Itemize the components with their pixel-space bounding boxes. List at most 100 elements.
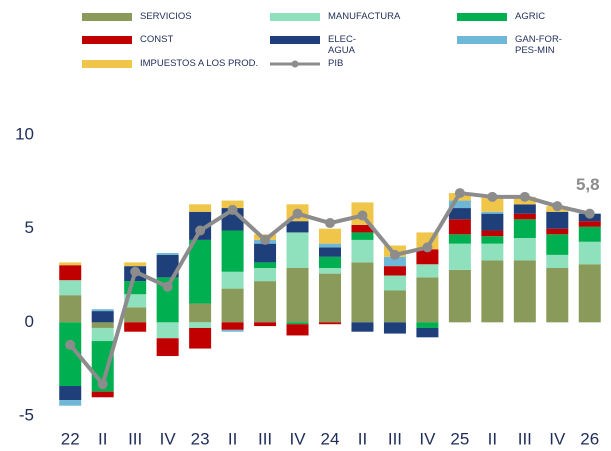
x-tick-label: 22 xyxy=(61,429,80,448)
pib-point xyxy=(195,225,206,236)
y-tick-label: 10 xyxy=(15,124,34,143)
bar-segment xyxy=(513,219,536,239)
bar-segment xyxy=(416,327,439,338)
bar-segment xyxy=(351,224,374,233)
bar-segment xyxy=(351,232,374,240)
bar-segment xyxy=(481,211,504,214)
bar-segment xyxy=(546,268,569,323)
bar-segment xyxy=(156,322,179,339)
bar-segment xyxy=(383,266,406,276)
x-tick-label: 24 xyxy=(321,429,340,448)
legend-label: CONST xyxy=(140,34,174,45)
bar-segment xyxy=(156,338,179,357)
bar-segment xyxy=(578,241,601,265)
x-tick-label: II xyxy=(358,429,367,448)
bar-segment xyxy=(91,309,114,312)
bar-segment xyxy=(221,329,244,332)
legend-swatch xyxy=(82,36,132,44)
pib-point xyxy=(357,210,368,221)
pib-point xyxy=(97,379,108,390)
bar-segment xyxy=(221,200,244,209)
bar-segment xyxy=(383,322,406,334)
legend-label: MANUFACTURA xyxy=(328,11,401,22)
bar-segment xyxy=(416,322,439,328)
bar-segment xyxy=(351,262,374,323)
bar-segment xyxy=(319,243,341,248)
pib-point xyxy=(552,201,563,212)
pib-point xyxy=(584,208,595,219)
bar-segment xyxy=(448,219,471,235)
bar-segment xyxy=(481,230,504,237)
bar-segment xyxy=(189,322,212,328)
pib-point xyxy=(65,339,76,350)
bar-segment xyxy=(578,221,601,227)
legend-label: ELEC- AGUA xyxy=(328,34,356,56)
bar-segment xyxy=(286,268,309,323)
x-tick-label: II xyxy=(98,429,107,448)
legend-label: AGRIC xyxy=(515,11,546,22)
pib-point xyxy=(422,242,433,253)
bar-segment xyxy=(254,322,277,327)
bar-segment xyxy=(254,243,277,263)
bar-segment xyxy=(286,221,309,233)
bar-segment xyxy=(319,273,341,323)
pib-point xyxy=(389,249,400,260)
bar-segment xyxy=(319,247,341,257)
x-tick-label: III xyxy=(518,429,532,448)
bar-segment xyxy=(546,211,569,229)
bar-segment xyxy=(254,262,277,269)
bar-segment xyxy=(59,322,82,387)
bar-segment xyxy=(546,228,569,235)
bar-segment xyxy=(578,264,601,323)
bar-segment xyxy=(221,288,244,323)
bar-segment xyxy=(481,213,504,231)
bar-segment xyxy=(319,228,341,244)
bar-segment xyxy=(448,243,471,270)
bar-segment xyxy=(448,234,471,244)
data-label: 5,8 xyxy=(576,175,600,194)
bar-segment xyxy=(221,322,244,330)
legend-label: GAN-FOR- PES-MIN xyxy=(515,34,562,56)
x-tick-label: III xyxy=(388,429,402,448)
bar-segment xyxy=(286,322,309,325)
bar-segment xyxy=(91,322,114,328)
bar-segment xyxy=(481,260,504,323)
pib-point xyxy=(325,218,335,229)
bar-segment xyxy=(189,303,212,323)
x-tick-label: II xyxy=(488,429,497,448)
bar-segment xyxy=(481,243,504,261)
bar-segment xyxy=(448,200,471,209)
legend-label: IMPUESTOS A LOS PROD. xyxy=(140,58,259,69)
bar-segment xyxy=(124,322,147,332)
x-tick-label: IV xyxy=(419,429,436,448)
pib-point xyxy=(454,188,465,199)
bar-segment xyxy=(513,204,536,214)
bar-segment xyxy=(286,232,309,269)
bar-segment xyxy=(59,400,82,406)
bar-segment xyxy=(124,262,147,267)
legend-swatch xyxy=(270,13,320,21)
pib-point xyxy=(227,204,238,215)
legend-swatch xyxy=(457,13,507,21)
bar-segment xyxy=(416,264,439,278)
x-tick-label: 26 xyxy=(580,429,599,448)
bar-segment xyxy=(286,324,309,336)
bar-segment xyxy=(59,280,82,296)
bar-segment xyxy=(156,277,179,323)
y-tick-label: 0 xyxy=(25,312,34,331)
bar-segment xyxy=(383,256,406,267)
bar-segment xyxy=(156,254,179,278)
bar-segment xyxy=(351,239,374,263)
bar-segment xyxy=(254,268,277,282)
bar-segment xyxy=(578,226,601,242)
bar-segment xyxy=(59,262,82,266)
bar-segment xyxy=(124,307,147,323)
bar-segment xyxy=(221,230,244,272)
bar-segment xyxy=(416,277,439,323)
x-tick-label: IV xyxy=(549,429,566,448)
legend-label: SERVICIOS xyxy=(140,11,192,22)
x-tick-label: IV xyxy=(160,429,177,448)
bar-segment xyxy=(189,204,212,212)
